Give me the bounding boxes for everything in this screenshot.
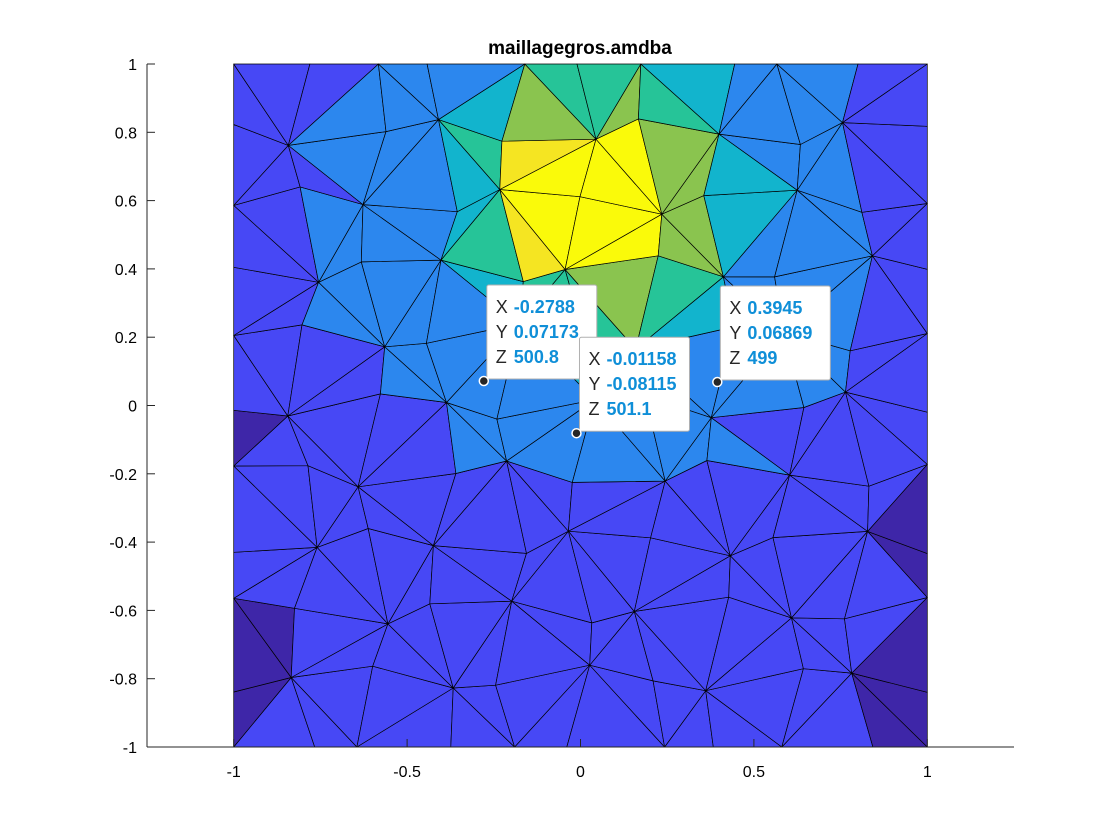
y-tick-label: -0.8 (109, 672, 137, 689)
datatip-value: 500.8 (514, 347, 559, 367)
datatip-label: Z (588, 399, 599, 419)
datatip-value: 501.1 (606, 399, 651, 419)
datatip[interactable]: X -0.01158 Y -0.08115 Z 501.1 (571, 336, 690, 439)
datatip-value: 0.3945 (747, 298, 802, 318)
datatip-value: 0.07173 (514, 322, 579, 342)
y-tick-label: 0.2 (115, 330, 137, 347)
datatip-marker[interactable] (571, 427, 582, 439)
datatip-value: -0.2788 (514, 297, 575, 317)
datatip-box (719, 285, 831, 381)
datatip-marker[interactable] (712, 376, 723, 388)
y-tick-label: 0.4 (115, 262, 137, 279)
y-tick-label: 0.6 (115, 194, 137, 211)
mesh-triangle (287, 63, 379, 146)
datatip-label: X (729, 298, 741, 318)
datatip-value: 0.06869 (747, 323, 812, 343)
datatip-label: Y (729, 323, 741, 343)
datatip-value: -0.01158 (606, 349, 676, 369)
x-tick-label: 0 (576, 764, 585, 781)
datatip[interactable]: X -0.2788 Y 0.07173 Z 500.8 (478, 284, 598, 387)
datatip-label: Y (496, 322, 508, 342)
x-tick-label: 0.5 (743, 764, 765, 781)
x-tick-label: 1 (923, 764, 932, 781)
datatip-box (578, 336, 690, 432)
chart-title: maillagegros.amdba (488, 38, 672, 59)
datatip-value: 499 (747, 348, 777, 368)
mesh-triangle (842, 63, 928, 123)
y-tick-label: -0.4 (109, 535, 137, 552)
y-tick-label: 1 (128, 57, 137, 74)
datatip-value: -0.08115 (606, 374, 676, 394)
y-tick-label: 0.8 (115, 125, 137, 142)
datatip-label: Y (588, 374, 600, 394)
mesh-triangle (718, 63, 778, 135)
datatip-label: Z (496, 347, 507, 367)
datatip[interactable]: X 0.3945 Y 0.06869 Z 499 (712, 285, 831, 388)
datatip-label: X (588, 349, 600, 369)
y-tick-label: -0.2 (109, 467, 137, 484)
x-tick-label: -1 (227, 764, 241, 781)
mesh-plot[interactable] (233, 63, 928, 748)
y-tick-label: -1 (123, 740, 137, 757)
datatip-label: X (496, 297, 508, 317)
x-tick-label: -0.5 (393, 764, 421, 781)
datatip-marker[interactable] (478, 375, 490, 387)
mesh-triangle (426, 63, 526, 120)
datatip-box (486, 284, 598, 380)
axes: -1 -0.5 0 0.5 1 -1 -0.8 -0.6 -0.4 -0.2 0 0.2 0.4 0.6 0… (109, 57, 1014, 781)
datatips[interactable]: X -0.2788 Y 0.07173 Z 500.8 X -0.01158 Y -0.08115… (478, 284, 831, 439)
y-tick-label: 0 (128, 399, 137, 416)
datatip-label: Z (729, 348, 740, 368)
mesh-triangle (576, 63, 642, 140)
y-tick-label: -0.6 (109, 603, 137, 620)
